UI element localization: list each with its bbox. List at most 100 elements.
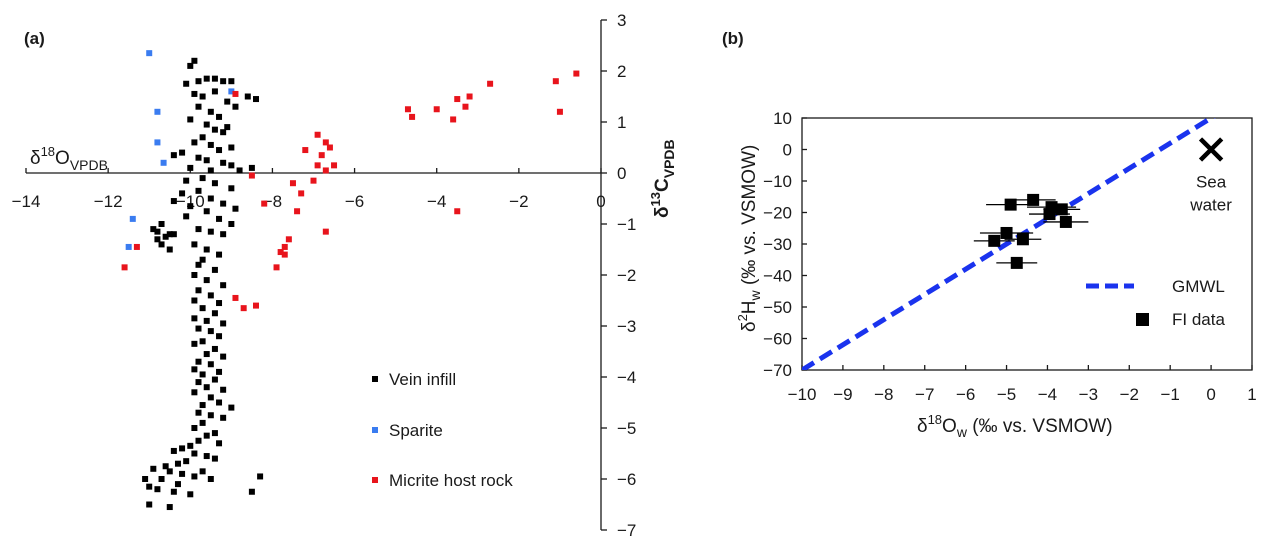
point-vein-infill [207, 328, 214, 335]
point-vein-infill [146, 483, 153, 490]
point-sparite [154, 139, 161, 146]
point-vein-infill [203, 317, 210, 324]
legend-label-micrite-host-rock: Micrite host rock [389, 471, 513, 490]
point-micrite-host-rock [133, 243, 140, 250]
point-micrite-host-rock [322, 228, 329, 235]
panel-a-y-tick-label: −6 [617, 470, 636, 489]
point-vein-infill [236, 167, 243, 174]
point-micrite-host-rock [232, 294, 239, 301]
point-vein-infill [216, 113, 223, 120]
panel-b-x-tick-label: −8 [874, 385, 893, 404]
point-sparite [125, 243, 132, 250]
point-vein-infill [220, 129, 227, 136]
point-vein-infill [195, 103, 202, 110]
panel-a-ylabel: δ13CVPDB [648, 139, 677, 218]
point-vein-infill [244, 93, 251, 100]
point-micrite-host-rock [556, 108, 563, 115]
point-micrite-host-rock [281, 243, 288, 250]
point-vein-infill [207, 108, 214, 115]
point-micrite-host-rock [331, 162, 338, 169]
panel-a-y-tick-label: 1 [617, 113, 626, 132]
point-vein-infill [154, 236, 161, 243]
point-vein-infill [220, 414, 227, 421]
gmwl-line [802, 118, 1216, 370]
sea-water-label-line1: Sea [1196, 173, 1227, 192]
point-vein-infill [142, 476, 149, 482]
panel-b-points [973, 193, 1089, 269]
point-micrite-host-rock [314, 131, 321, 138]
point-vein-infill [228, 144, 235, 151]
point-vein-infill [253, 96, 259, 103]
point-vein-infill [207, 228, 214, 235]
point-vein-infill [211, 455, 218, 462]
panel-a-x-tick-label: −6 [345, 192, 364, 211]
point-vein-infill [232, 205, 239, 212]
point-vein-infill [203, 246, 210, 253]
sea-water-marker [1198, 137, 1224, 162]
panel-a-y-tick-label: −5 [617, 419, 636, 438]
point-vein-infill [187, 203, 194, 210]
point-vein-infill [199, 256, 206, 263]
panel-b-y-tick-label: 10 [773, 109, 792, 128]
point-vein-infill [187, 442, 194, 449]
point-vein-infill [191, 473, 198, 480]
panel-b-y-tick-label: −70 [763, 361, 792, 380]
point-vein-infill [195, 409, 202, 416]
point-vein-infill [154, 228, 161, 235]
point-vein-infill [216, 368, 223, 375]
point-vein-infill [220, 282, 227, 289]
point-micrite-host-rock [326, 144, 333, 151]
point-micrite-host-rock [462, 103, 469, 110]
panel-b-x-tick-label: −5 [997, 385, 1016, 404]
panel-a-chart: (a) −14 −12 −10 −8 −6 −4 −2 0 3 2 1 0 −1 −2 −3 −4 −5 −6 −7… [12, 11, 677, 536]
point-vein-infill [166, 504, 173, 511]
point-vein-infill [203, 453, 210, 460]
panel-b-x-tick-label: −7 [915, 385, 934, 404]
point-micrite-host-rock [573, 70, 580, 77]
point-vein-infill [207, 476, 214, 482]
point-vein-infill [199, 305, 206, 312]
panel-b-y-tick-label: −60 [763, 330, 792, 349]
point-vein-infill [179, 149, 186, 156]
point-vein-infill [220, 386, 227, 393]
panel-b-x-tick-label: −1 [1160, 385, 1179, 404]
panel-a-xlabel: δ18OVPDB [30, 144, 108, 173]
point-micrite-host-rock [466, 93, 473, 100]
point-micrite-host-rock [454, 208, 461, 215]
point-vein-infill [211, 430, 218, 437]
point-vein-infill [220, 78, 227, 85]
point-micrite-host-rock [298, 190, 305, 197]
panel-b-y-tick-label: −30 [763, 235, 792, 254]
point-micrite-host-rock [310, 177, 317, 184]
fi-data-point [1016, 233, 1029, 246]
point-vein-infill [228, 221, 235, 227]
panel-b-x-tick-label: −6 [956, 385, 975, 404]
panel-b-y-tick-label: −40 [763, 267, 792, 286]
fi-data-point [1004, 198, 1017, 211]
point-vein-infill [154, 486, 161, 493]
point-vein-infill [224, 98, 231, 105]
point-sparite [160, 159, 167, 166]
panel-b-x-tick-label: 1 [1247, 385, 1256, 404]
point-vein-infill [207, 394, 214, 401]
point-vein-infill [220, 231, 227, 238]
point-vein-infill [203, 432, 210, 439]
point-vein-infill [195, 187, 202, 194]
point-vein-infill [199, 93, 206, 100]
panel-b-chart: (b) −10 −9 −8 −7 −6 −5 −4 −3 −2 −1 0 1100−10−20−30−… [722, 29, 1257, 440]
point-micrite-host-rock [121, 264, 128, 271]
point-micrite-host-rock [450, 116, 457, 123]
panel-b-legend: GMWL FI data [1086, 277, 1225, 329]
point-vein-infill [166, 468, 173, 475]
point-vein-infill [207, 292, 214, 299]
point-vein-infill [146, 501, 153, 508]
point-vein-infill [195, 287, 202, 294]
point-vein-infill [183, 458, 190, 465]
point-vein-infill [195, 78, 202, 85]
point-vein-infill [220, 159, 227, 166]
panel-b-y-tick-label: −10 [763, 172, 792, 191]
point-micrite-host-rock [232, 90, 239, 97]
point-vein-infill [183, 213, 190, 220]
point-vein-infill [166, 231, 173, 238]
